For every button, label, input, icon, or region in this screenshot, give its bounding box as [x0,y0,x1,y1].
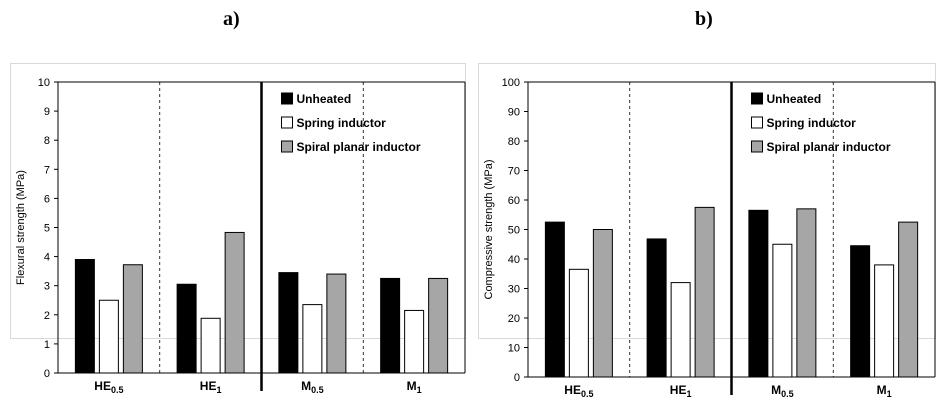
y-tick-label: 40 [508,254,520,266]
y-tick-label: 80 [508,136,520,148]
legend-label: Spring inductor [297,116,387,130]
y-tick-label: 60 [508,195,520,207]
panel-label-a: a) [223,8,240,30]
x-category-label: HE1 [200,379,222,395]
bar [122,264,143,374]
y-tick-label: 7 [44,164,50,176]
legend-swatch [751,140,763,153]
bar [898,221,919,378]
legend-label: Unheated [767,92,822,106]
bar [748,209,769,378]
bar [694,206,715,378]
bar [850,245,871,378]
y-tick-label: 4 [44,252,50,264]
y-tick-label: 100 [502,77,520,89]
y-axis-title: Flexural strength (MPa) [15,170,27,285]
y-tick-label: 10 [38,77,50,89]
bar [224,231,245,374]
bar [796,208,817,378]
legend-swatch [281,92,293,105]
y-tick-label: 0 [514,372,520,384]
bar [772,243,793,378]
y-axis-title: Compressive strength (MPa) [483,160,495,300]
y-tick-label: 8 [44,135,50,147]
y-tick-label: 1 [44,339,50,351]
bar [278,272,299,374]
y-tick-label: 70 [508,166,520,178]
legend-label: Spring inductor [767,116,857,130]
legend-swatch [281,140,293,153]
y-tick-label: 2 [44,310,50,322]
bar [670,282,691,378]
legend-swatch [281,116,293,129]
legend-label: Spiral planar inductor [297,140,421,154]
bar [544,221,565,378]
legend-swatch [751,116,763,129]
x-category-label: HE0.5 [564,383,593,399]
bar [568,268,589,378]
x-category-label: HE1 [670,383,692,399]
y-tick-label: 30 [508,284,520,296]
bar [98,299,119,374]
bar [592,229,613,378]
bar [326,273,347,374]
y-tick-label: 0 [44,368,50,380]
bar [646,238,667,378]
bar [428,277,449,374]
y-tick-label: 90 [508,107,520,119]
bar [874,264,895,378]
x-category-label: M1 [407,379,422,395]
y-tick-label: 5 [44,223,50,235]
bar [74,259,95,374]
legend-label: Unheated [297,92,352,106]
y-tick-label: 50 [508,225,520,237]
y-tick-label: 20 [508,313,520,325]
y-tick-label: 3 [44,281,50,293]
bar [404,309,425,374]
y-tick-label: 10 [508,343,520,355]
legend-label: Spiral planar inductor [767,140,891,154]
bar [200,317,221,374]
bar [302,304,323,374]
bar [380,277,401,374]
x-category-label: M1 [877,383,892,399]
x-category-label: M0.5 [301,379,324,395]
x-category-label: HE0.5 [94,379,123,395]
x-category-label: M0.5 [771,383,794,399]
legend-swatch [751,92,763,105]
panel-label-b: b) [695,8,713,30]
y-tick-label: 9 [44,106,50,118]
y-tick-label: 6 [44,193,50,205]
bar [176,283,197,374]
